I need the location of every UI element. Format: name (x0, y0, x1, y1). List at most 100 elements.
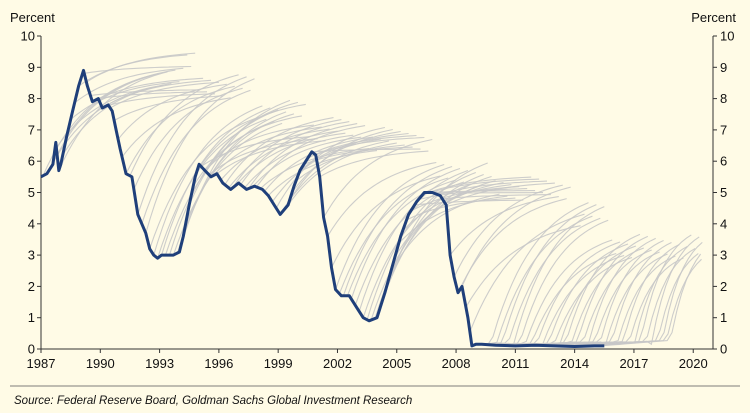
forecast-curve (402, 184, 512, 232)
y-tick-label-right: 9 (720, 60, 727, 75)
y-tick-label-left: 4 (28, 216, 35, 231)
forecast-curve (172, 122, 283, 256)
x-tick-label: 2017 (619, 356, 648, 371)
forecast-curve (311, 148, 421, 153)
forecast-curve (109, 81, 219, 109)
y-tick-label-right: 1 (720, 310, 727, 325)
forecast-curve (168, 109, 279, 256)
y-tick-label-right: 7 (720, 122, 727, 137)
forecast-curve (263, 136, 374, 192)
forecast-curve (141, 89, 251, 224)
forecast-curve (461, 186, 571, 287)
y-tick-label-left: 9 (28, 60, 35, 75)
forecast-curve (153, 105, 263, 256)
forecast-curve (287, 142, 397, 206)
forecast-curve (342, 165, 453, 296)
series-layer (40, 68, 605, 348)
forecast-curve (303, 146, 413, 165)
forecast-curve (90, 89, 200, 97)
y-tick-label-right: 3 (720, 248, 727, 263)
forecast-curve (346, 179, 457, 297)
y-tick-label-right: 2 (720, 279, 727, 294)
forecast-curve (394, 182, 504, 258)
forecast-curve (70, 81, 180, 120)
forecast-curve (438, 180, 548, 196)
right-axis-title: Percent (691, 10, 736, 25)
forecast-curve (192, 115, 302, 187)
forecast-curve (106, 93, 215, 107)
forecast-curve (453, 184, 563, 278)
forecast-curve (224, 117, 334, 186)
y-tick-label-left: 0 (28, 342, 35, 357)
y-tick-label-left: 2 (28, 279, 35, 294)
forecast-curve (323, 138, 433, 218)
x-tick-label: 1993 (145, 356, 174, 371)
forecast-curve (275, 126, 386, 209)
forecast-curve (430, 178, 540, 194)
forecast-curve (473, 202, 589, 346)
forecast-curve (161, 107, 271, 256)
forecast-curve (445, 182, 555, 206)
forecast-curve (283, 128, 393, 210)
forecast-curve (129, 74, 239, 177)
x-tick-label: 1990 (86, 356, 115, 371)
forecast-curve (338, 177, 449, 294)
x-tick-label: 1999 (264, 356, 293, 371)
forecast-curve (390, 193, 500, 272)
y-tick-label-left: 6 (28, 154, 35, 169)
forecast-curve (422, 176, 532, 196)
forecast-curve (240, 121, 350, 186)
x-tick-label: 1987 (27, 356, 56, 371)
forecast-curve (378, 162, 488, 312)
y-tick-label-right: 4 (720, 216, 727, 231)
forecast-curve (113, 95, 223, 121)
y-tick-label-right: 0 (720, 342, 727, 357)
forecast-curve (449, 196, 559, 256)
y-tick-label-left: 8 (28, 91, 35, 106)
x-tick-label: 2002 (323, 356, 352, 371)
forecast-curve (489, 206, 605, 346)
x-tick-label: 2005 (382, 356, 411, 371)
tick-labels: 0 0 1 1 2 2 3 3 4 4 5 5 6 6 7 7 8 8 9 9 10 10 1987 1990 1993 1996… (21, 29, 735, 372)
forecast-curve (350, 167, 461, 300)
forecast-curve (184, 113, 295, 227)
forecast-curve (42, 74, 152, 177)
forecast-curve (248, 123, 358, 189)
forecast-curve (145, 78, 255, 234)
forecast-curve (465, 225, 581, 308)
forecast-curve (414, 199, 524, 206)
y-tick-label-right: 10 (720, 29, 734, 44)
forecast-curve (82, 65, 192, 75)
x-tick-label: 2014 (560, 356, 589, 371)
forecast-curve (600, 253, 702, 347)
forecast-curve (157, 118, 267, 259)
forecast-curve (137, 76, 247, 215)
forecast-curve (434, 192, 543, 194)
y-tick-label-left: 5 (28, 185, 35, 200)
forecast-curve (295, 144, 405, 182)
forecast-curve (366, 171, 476, 320)
forecast-curve (74, 67, 184, 104)
forecast-curve (426, 190, 536, 194)
fed-funds-line (40, 68, 605, 348)
y-tick-label-left: 7 (28, 122, 35, 137)
source-note: Source: Federal Reserve Board, Goldman S… (14, 395, 412, 407)
forecast-curve (220, 128, 330, 181)
forecast-curve (334, 163, 445, 290)
x-tick-label: 1996 (204, 356, 233, 371)
y-tick-label-left: 10 (21, 29, 35, 44)
x-tick-label: 2011 (501, 356, 529, 371)
forecast-curve (406, 197, 516, 221)
forecast-curve (149, 116, 259, 249)
forecast-curve (86, 52, 196, 83)
y-tick-label-left: 3 (28, 248, 35, 263)
forecast-curve (327, 161, 437, 237)
y-tick-label-right: 5 (720, 185, 727, 200)
forecast-curve (267, 150, 378, 196)
left-axis-title: Percent (10, 10, 55, 25)
forecast-curve (588, 253, 699, 347)
forecast-curve (255, 125, 366, 188)
forecast-curve (196, 103, 306, 171)
forecast-curve (121, 97, 231, 158)
